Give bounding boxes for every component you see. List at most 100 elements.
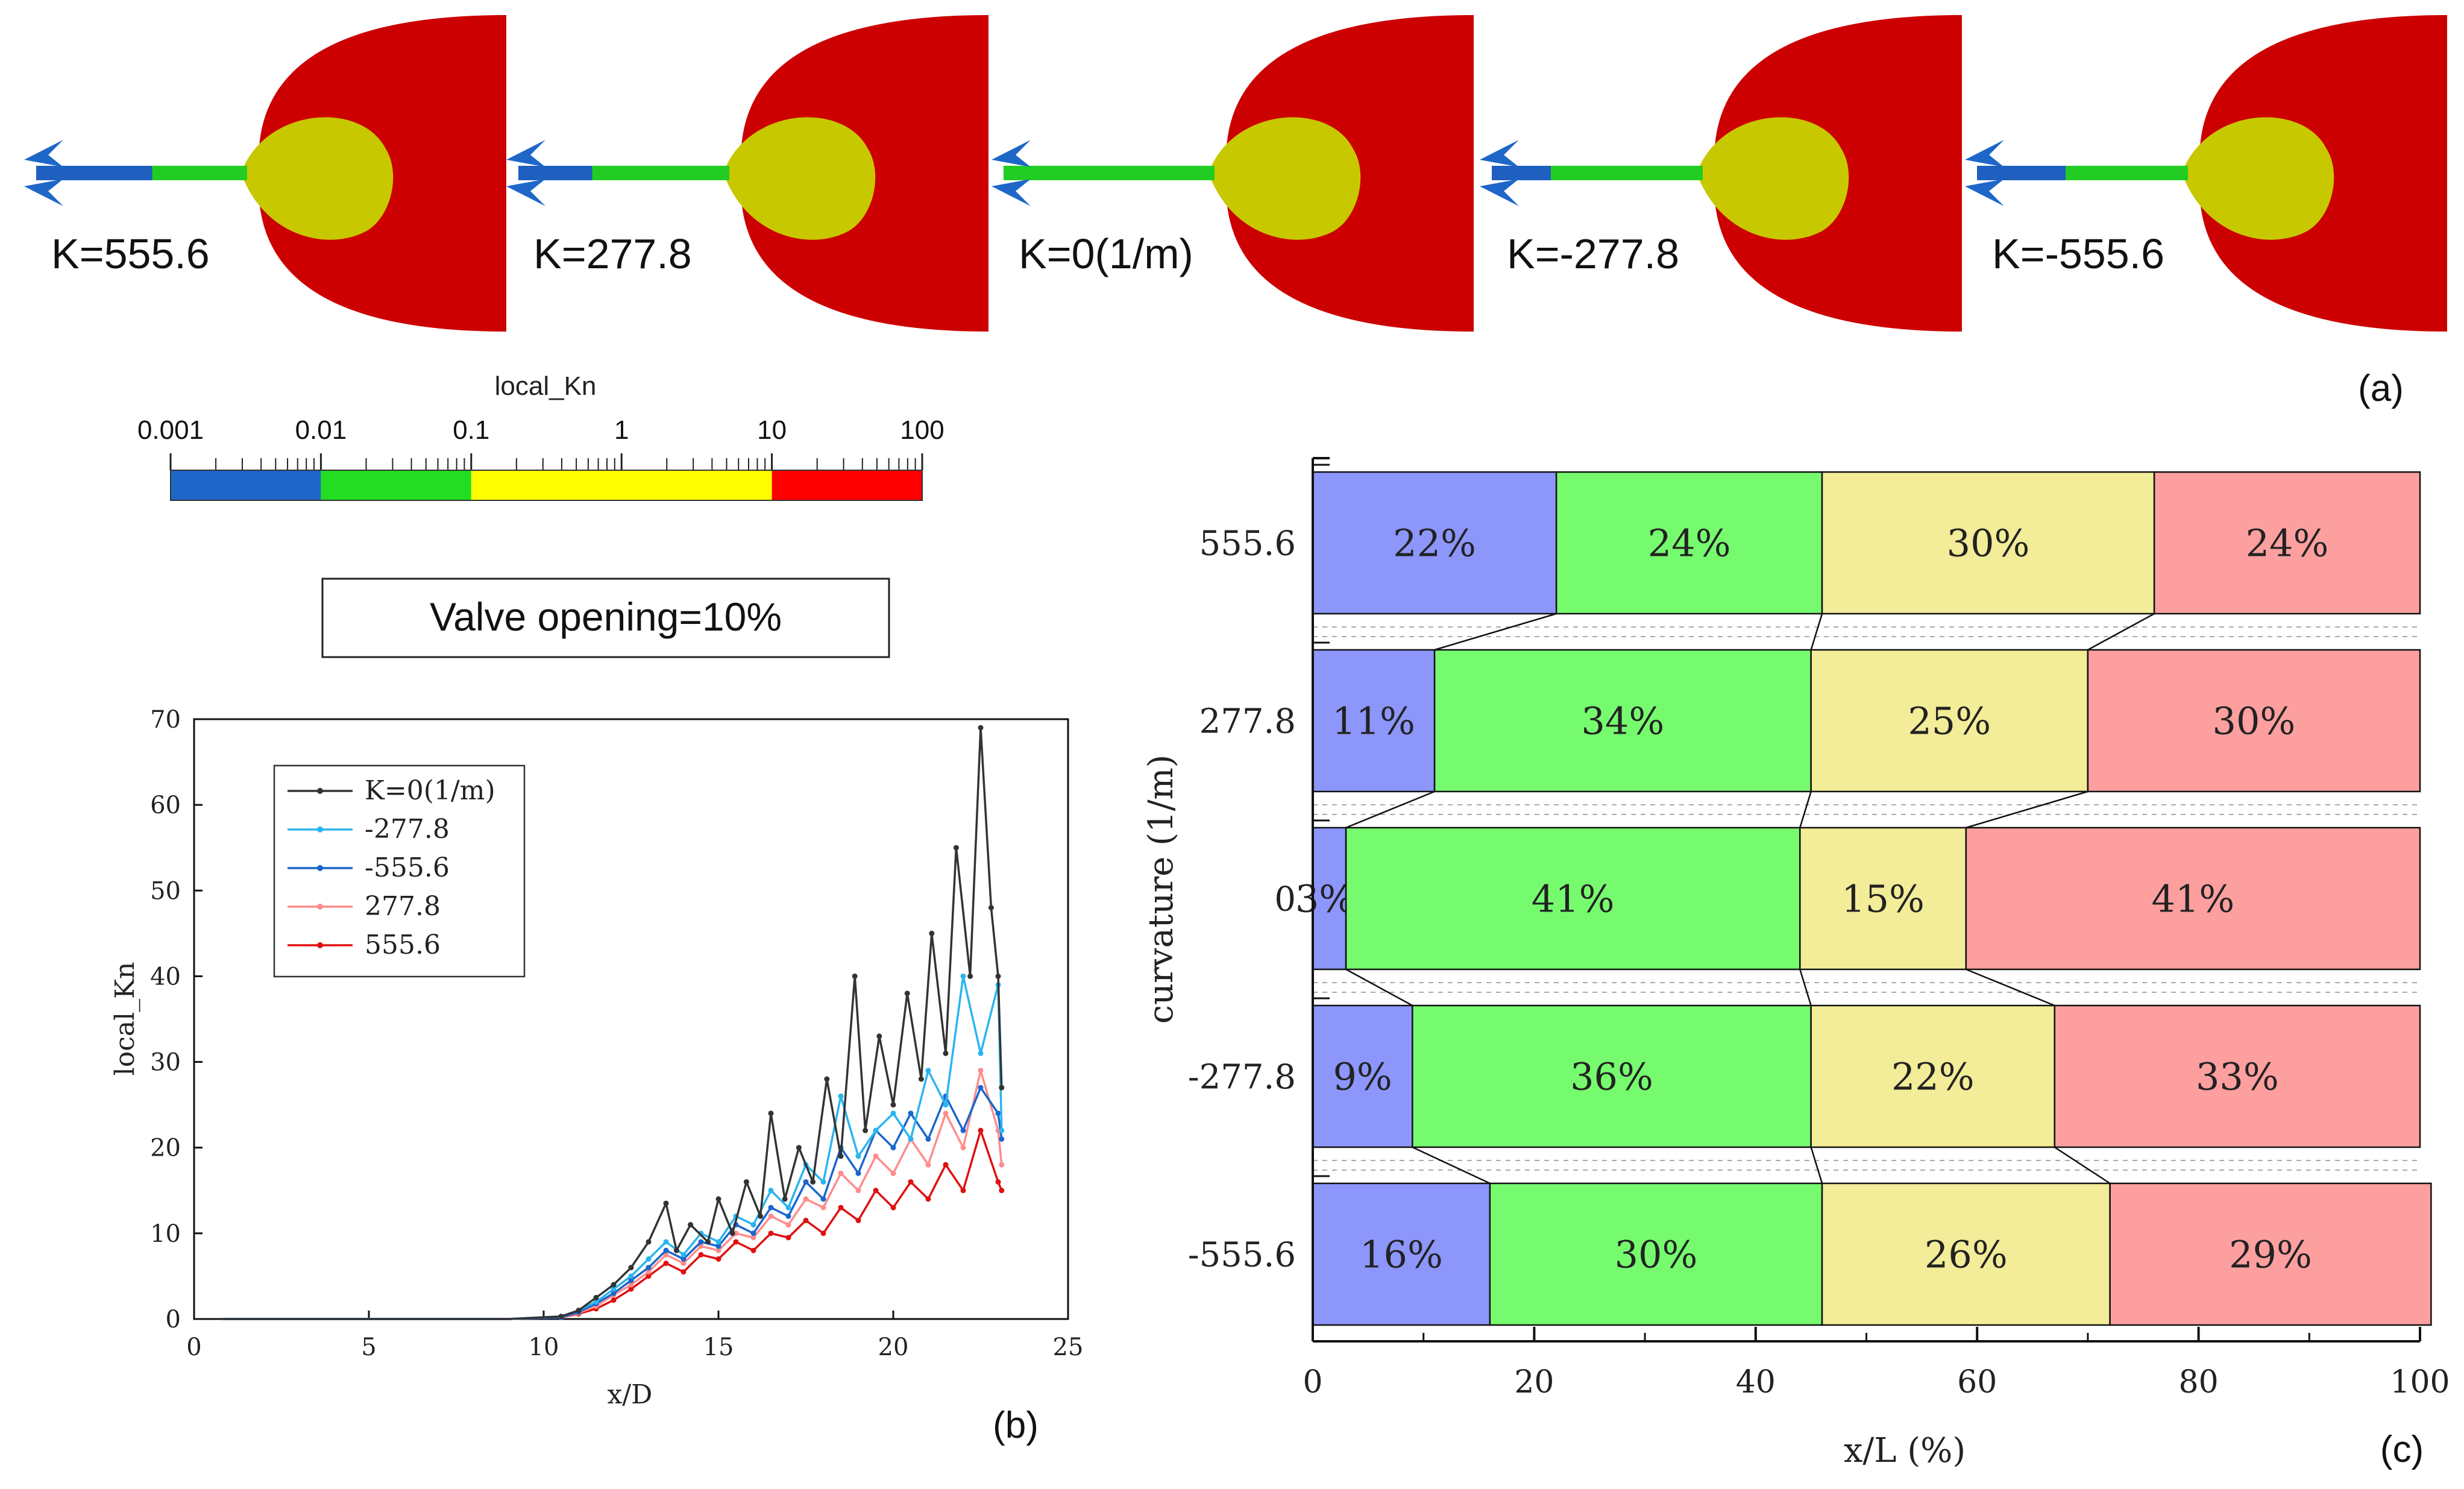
bar-segment <box>1312 649 1436 793</box>
chart-c: 22% 24% 30% 24% 11% 34% 25% 30% 3% 41% 15% 41% 9% 36%… <box>1142 457 2450 1470</box>
bar-segment <box>1412 1004 1812 1148</box>
nozzle-shape-1: K=555.6 <box>24 15 506 332</box>
colorbar-tick-label: 100 <box>900 415 944 445</box>
data-point <box>646 1239 652 1245</box>
data-point <box>663 1200 669 1206</box>
boundary-connector <box>1434 612 1557 651</box>
data-point <box>967 973 973 979</box>
chart-b: 0 5 10 15 20 25 0 10 20 30 40 50 60 70 K=0(1/m) -277.8… <box>110 706 1083 1446</box>
data-point <box>890 1145 896 1151</box>
pipe-green-segment <box>592 166 729 180</box>
boundary-connector <box>1345 968 1413 1007</box>
boundary-connector <box>1345 790 1435 829</box>
bar-segment <box>2153 471 2421 615</box>
boundary-connector <box>2087 612 2155 651</box>
chart-b-x-tick-label: 15 <box>703 1333 734 1361</box>
bar-segment <box>2109 1182 2432 1326</box>
chart-c-x-tick-label: 80 <box>2179 1364 2219 1400</box>
chart-b-x-tick-label: 20 <box>878 1333 909 1361</box>
data-point <box>855 1153 861 1159</box>
data-point <box>873 1127 879 1133</box>
bar-value-label: 41% <box>1532 877 1615 921</box>
data-point <box>995 1179 1001 1185</box>
arrow-icon <box>992 140 1031 167</box>
boundary-connector <box>1810 613 1823 650</box>
pipe-green-segment <box>1551 166 1703 180</box>
panel-c-label: (c) <box>2380 1429 2424 1470</box>
bar-segment <box>2054 1004 2421 1148</box>
curvature-label: K=-555.6 <box>1992 230 2164 277</box>
plume-yellow-region <box>2182 117 2334 240</box>
chart-b-x-tick-label: 10 <box>529 1333 559 1361</box>
data-point <box>628 1265 634 1271</box>
data-point <box>785 1204 791 1210</box>
data-point <box>729 1230 735 1236</box>
data-point <box>768 1213 774 1219</box>
data-point <box>978 725 984 731</box>
data-point <box>680 1256 687 1262</box>
colorbar-tick-label: 0.001 <box>137 415 204 445</box>
data-point <box>995 973 1001 979</box>
chart-b-y-tick-label: 50 <box>150 877 181 905</box>
legend-marker <box>317 942 323 948</box>
pipe-blue-segment <box>518 166 592 180</box>
bar-value-label: 22% <box>1393 521 1476 565</box>
data-point <box>758 1213 764 1219</box>
chart-c-xlabel: x/L (%) <box>1844 1431 1966 1470</box>
bar-value-label: 16% <box>1360 1233 1443 1277</box>
plume-yellow-region <box>723 117 876 240</box>
data-point <box>995 1110 1001 1116</box>
data-point <box>999 1084 1005 1091</box>
legend-label: K=0(1/m) <box>365 775 495 806</box>
arrow-icon <box>506 140 545 167</box>
data-point <box>715 1247 721 1253</box>
data-point <box>673 1247 679 1253</box>
arrow-icon <box>1965 140 2004 167</box>
data-point <box>820 1179 826 1185</box>
arrow-icon <box>1480 179 1519 206</box>
bar-segment <box>1799 826 1967 971</box>
bar-value-label: 9% <box>1333 1055 1392 1099</box>
data-point <box>943 1162 949 1168</box>
data-point <box>785 1222 791 1228</box>
data-point <box>646 1269 652 1275</box>
chart-b-y-tick-label: 0 <box>166 1306 181 1333</box>
data-point <box>925 1162 931 1168</box>
data-point <box>593 1294 599 1300</box>
colorbar-band <box>321 470 471 500</box>
legend-label: 555.6 <box>365 930 441 960</box>
data-point <box>646 1273 652 1279</box>
data-point <box>768 1188 774 1194</box>
legend-label: 277.8 <box>365 891 441 922</box>
colorbar: local_Kn 0.001 0.01 0.1 1 10 100 <box>137 371 944 501</box>
bar-segment <box>1312 1182 1491 1326</box>
data-point <box>785 1213 791 1219</box>
data-point <box>855 1188 861 1194</box>
plume-yellow-region <box>1697 117 1849 240</box>
bar-value-label: 30% <box>1615 1233 1698 1277</box>
series-K01m <box>222 725 1005 1320</box>
colorbar-band <box>772 470 922 500</box>
chart-c-category-label: 277.8 <box>1199 702 1296 741</box>
chart-b-ylabel: local_Kn <box>110 962 140 1076</box>
colorbar-tick-label: 0.1 <box>453 415 489 445</box>
chart-b-xlabel: x/D <box>608 1379 653 1410</box>
legend-label: -555.6 <box>365 852 450 883</box>
data-point <box>785 1235 791 1241</box>
data-point <box>890 1110 896 1116</box>
data-point <box>838 1170 844 1176</box>
data-point <box>611 1297 617 1303</box>
data-point <box>943 1050 949 1056</box>
data-point <box>978 1127 984 1133</box>
curvature-label: K=-277.8 <box>1507 230 1679 277</box>
colorbar-tick-label: 0.01 <box>295 415 347 445</box>
data-point <box>680 1261 687 1267</box>
data-point <box>628 1273 634 1279</box>
boundary-connector <box>2054 1146 2111 1185</box>
data-point <box>715 1243 721 1249</box>
data-point <box>960 973 966 979</box>
data-point <box>820 1204 826 1210</box>
data-point <box>999 1188 1005 1194</box>
curvature-label: K=277.8 <box>533 230 692 277</box>
pipe-green-segment <box>2066 166 2188 180</box>
